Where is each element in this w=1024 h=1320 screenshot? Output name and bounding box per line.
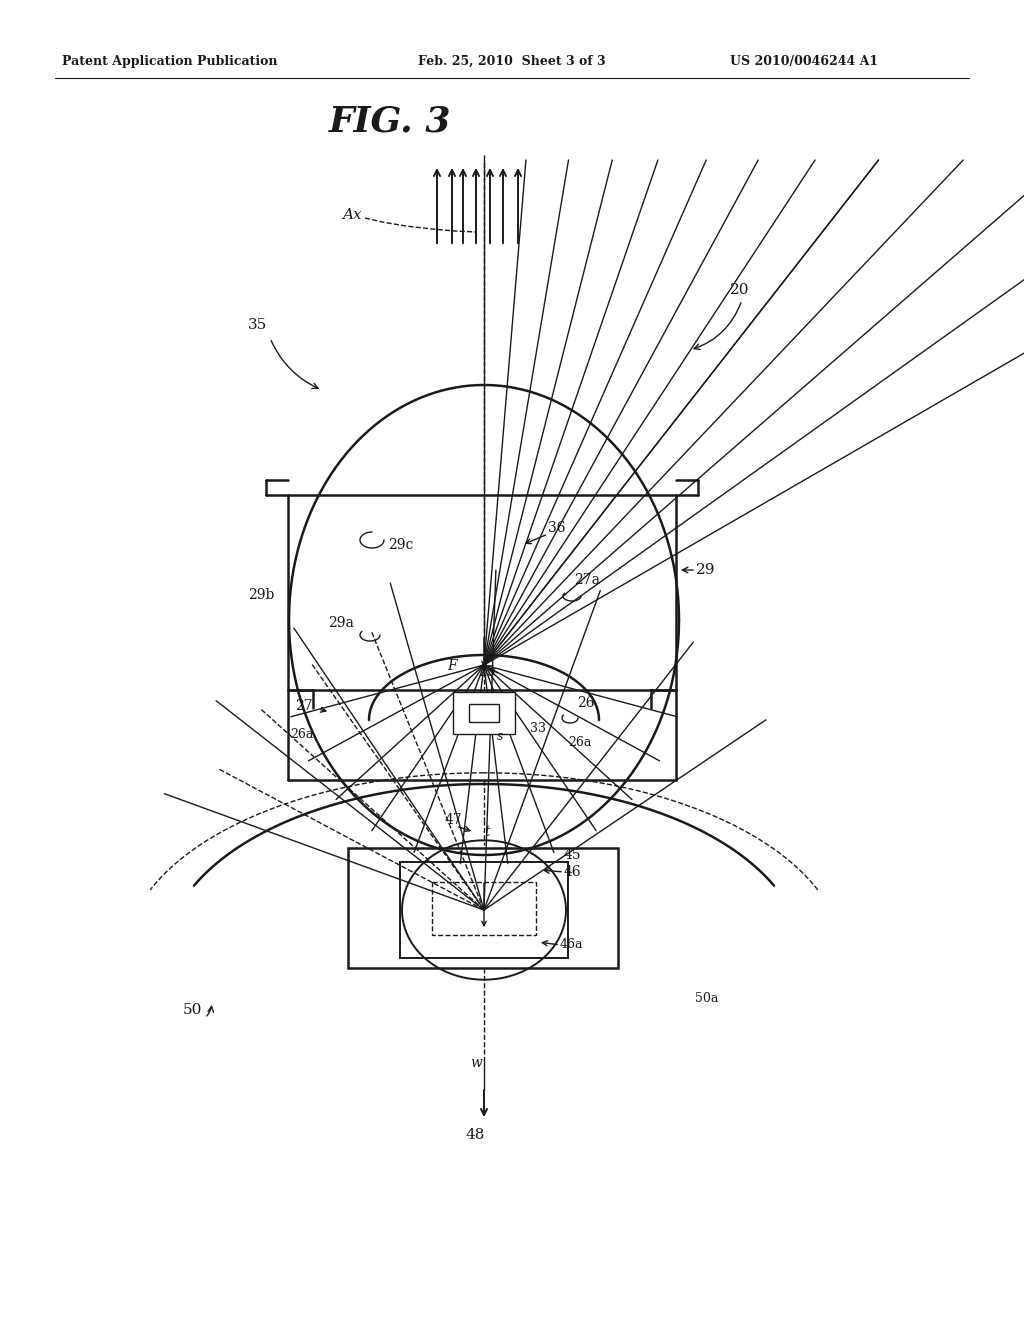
Bar <box>453 692 515 734</box>
Text: s: s <box>497 730 504 742</box>
Bar <box>469 704 499 722</box>
Bar <box>432 882 536 935</box>
Text: 45: 45 <box>564 847 582 862</box>
Text: 29c: 29c <box>388 539 414 552</box>
Text: F: F <box>447 659 457 673</box>
Text: 50a: 50a <box>695 991 719 1005</box>
Text: 29: 29 <box>696 564 716 577</box>
Text: 48: 48 <box>465 1129 484 1142</box>
Bar <box>400 862 568 958</box>
Text: 26a: 26a <box>568 735 592 748</box>
Bar <box>348 847 618 968</box>
Text: 36: 36 <box>548 521 565 535</box>
Text: 29a: 29a <box>328 616 354 630</box>
Text: 35: 35 <box>248 318 267 333</box>
Text: 46: 46 <box>564 865 582 879</box>
Text: w: w <box>470 1056 482 1071</box>
Text: t: t <box>484 825 489 840</box>
Text: Ax: Ax <box>342 209 361 222</box>
Text: 29b: 29b <box>248 587 274 602</box>
Text: 26a: 26a <box>290 727 313 741</box>
Text: 46a: 46a <box>560 939 584 952</box>
Text: 50: 50 <box>183 1003 203 1016</box>
Text: 47: 47 <box>445 813 463 828</box>
Text: 26: 26 <box>577 696 595 710</box>
Text: 25: 25 <box>478 665 496 678</box>
Text: 20: 20 <box>730 282 750 297</box>
Text: Patent Application Publication: Patent Application Publication <box>62 55 278 69</box>
Text: 33: 33 <box>530 722 546 735</box>
Text: US 2010/0046244 A1: US 2010/0046244 A1 <box>730 55 879 69</box>
Text: 27: 27 <box>295 700 312 713</box>
Text: FIG. 3: FIG. 3 <box>329 106 452 139</box>
Text: Feb. 25, 2010  Sheet 3 of 3: Feb. 25, 2010 Sheet 3 of 3 <box>418 55 606 69</box>
Text: 27a: 27a <box>574 573 600 587</box>
